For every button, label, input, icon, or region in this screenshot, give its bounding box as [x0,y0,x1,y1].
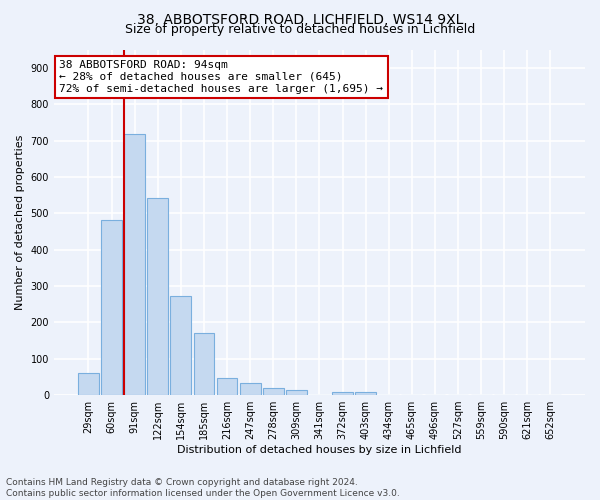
Bar [101,220,122,395]
Bar [170,296,191,395]
Bar [148,198,168,395]
Text: 38, ABBOTSFORD ROAD, LICHFIELD, WS14 9XL: 38, ABBOTSFORD ROAD, LICHFIELD, WS14 9XL [137,12,463,26]
Bar [124,134,145,395]
Bar [355,392,376,395]
Y-axis label: Number of detached properties: Number of detached properties [15,135,25,310]
Bar [78,374,99,395]
Bar [263,388,284,395]
X-axis label: Distribution of detached houses by size in Lichfield: Distribution of detached houses by size … [177,445,462,455]
Text: Size of property relative to detached houses in Lichfield: Size of property relative to detached ho… [125,22,475,36]
Bar [332,392,353,395]
Text: Contains HM Land Registry data © Crown copyright and database right 2024.
Contai: Contains HM Land Registry data © Crown c… [6,478,400,498]
Text: 38 ABBOTSFORD ROAD: 94sqm
← 28% of detached houses are smaller (645)
72% of semi: 38 ABBOTSFORD ROAD: 94sqm ← 28% of detac… [59,60,383,94]
Bar [194,332,214,395]
Bar [240,384,260,395]
Bar [217,378,238,395]
Bar [286,390,307,395]
